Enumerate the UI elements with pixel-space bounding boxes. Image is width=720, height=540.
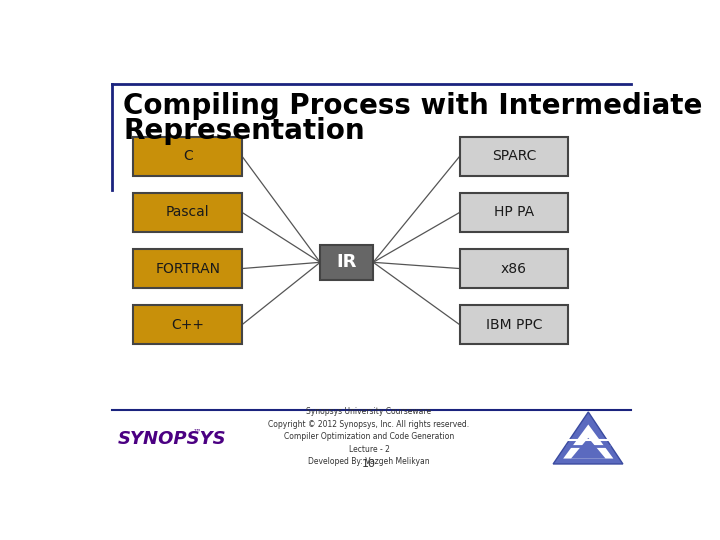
Polygon shape [563,424,613,458]
Text: Compiling Process with Intermediate: Compiling Process with Intermediate [124,92,703,120]
FancyBboxPatch shape [459,249,569,288]
Text: SYNOPSYS: SYNOPSYS [118,430,227,448]
Text: Pascal: Pascal [166,205,210,219]
Text: HP PA: HP PA [494,205,534,219]
Text: IBM PPC: IBM PPC [486,318,542,332]
FancyBboxPatch shape [133,249,242,288]
Text: Synopsys University Courseware
Copyright © 2012 Synopsys, Inc. All rights reserv: Synopsys University Courseware Copyright… [269,408,469,467]
FancyBboxPatch shape [459,137,569,176]
Text: SPARC: SPARC [492,149,536,163]
FancyBboxPatch shape [320,245,373,280]
FancyBboxPatch shape [133,305,242,345]
Polygon shape [571,438,606,458]
Text: ™: ™ [193,428,202,437]
Text: FORTRAN: FORTRAN [155,261,220,275]
Polygon shape [553,412,623,464]
Text: C: C [183,149,192,163]
Text: IR: IR [336,253,357,271]
FancyBboxPatch shape [133,137,242,176]
FancyBboxPatch shape [459,193,569,232]
Text: x86: x86 [501,261,527,275]
Text: 10: 10 [362,459,376,469]
FancyBboxPatch shape [133,193,242,232]
Text: Representation: Representation [124,117,365,145]
FancyBboxPatch shape [459,305,569,345]
Text: C++: C++ [171,318,204,332]
